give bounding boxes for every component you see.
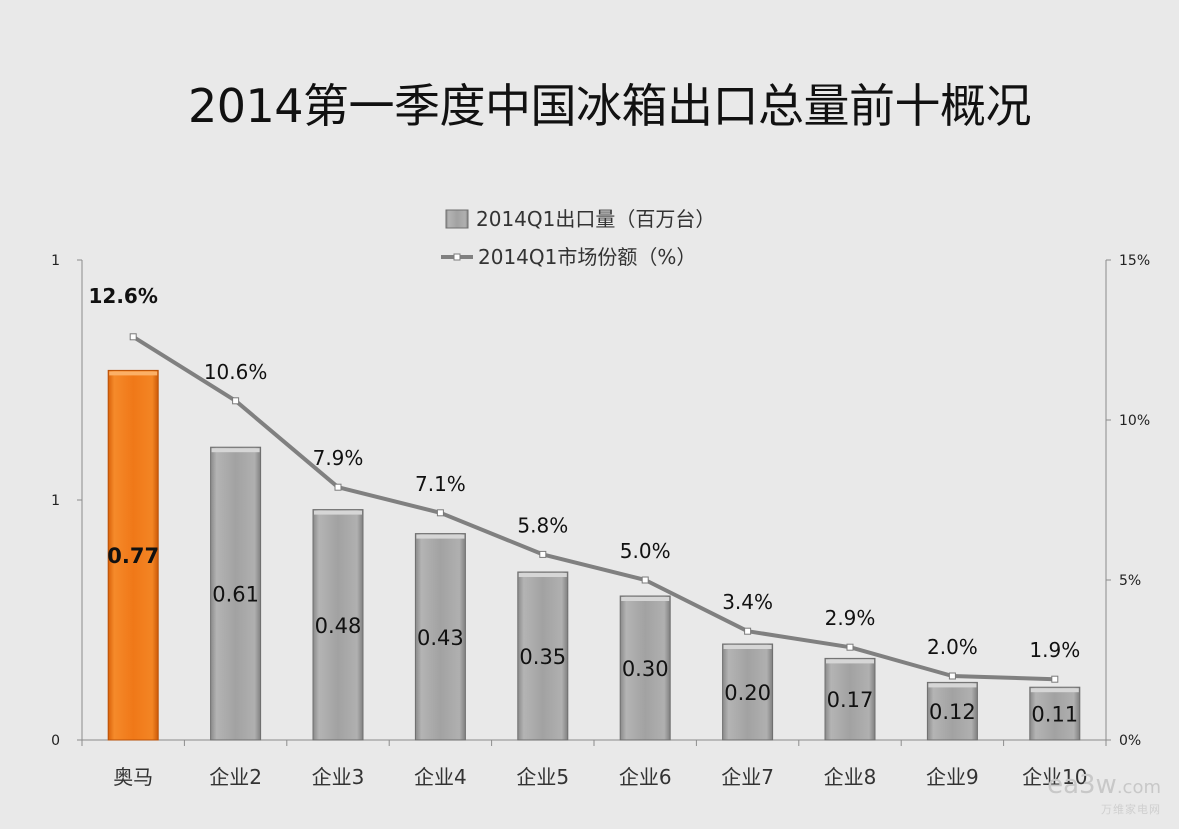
bar-data-label: 0.12 (929, 700, 976, 724)
bar-top-bevel (314, 510, 362, 515)
bar-top-bevel (109, 371, 158, 376)
bar-data-label: 0.77 (107, 544, 159, 568)
legend-bar-swatch (445, 209, 469, 229)
line-marker (436, 509, 444, 517)
y-left-tick-label: 0 (51, 733, 60, 749)
x-tick-label: 企业7 (721, 765, 774, 789)
bar-data-label: 0.30 (622, 657, 669, 681)
line-marker (948, 672, 956, 680)
bar-top-bevel (1030, 688, 1079, 693)
line-marker (744, 627, 752, 635)
bar-data-label: 0.17 (827, 688, 874, 712)
legend-line-label: 2014Q1市场份额（%） (478, 245, 696, 269)
bar-data-label: 0.35 (519, 645, 566, 669)
x-tick-label: 企业6 (619, 765, 672, 789)
y-right-tick-label: 5% (1119, 573, 1141, 589)
bar-top-bevel (723, 645, 772, 649)
bar-data-label: 0.48 (315, 614, 362, 638)
line-data-label: 5.8% (517, 513, 568, 537)
bar-data-label: 0.20 (724, 681, 771, 705)
bar (619, 595, 671, 741)
share-line (132, 335, 1055, 682)
line-marker (129, 333, 137, 341)
x-tick-label: 企业4 (414, 765, 467, 789)
x-tick-label: 企业10 (1022, 765, 1087, 789)
watermark: ea3w.com 万维家电网 (1047, 772, 1161, 817)
y-left-tick-label: 1 (51, 493, 60, 509)
x-tick-label: 企业9 (926, 765, 979, 789)
bar (824, 657, 876, 741)
bar-top-bevel (416, 534, 465, 539)
y-right-tick-label: 0% (1119, 733, 1141, 749)
line-data-label: 7.1% (415, 472, 466, 496)
bar (1029, 686, 1081, 741)
line-marker (232, 397, 240, 405)
chart-title: 2014第一季度中国冰箱出口总量前十概况 (187, 79, 1032, 133)
watermark-main: ea3w (1047, 770, 1117, 800)
bar-top-bevel (621, 597, 670, 601)
line-marker (539, 550, 547, 558)
bar-data-label: 0.11 (1031, 703, 1078, 727)
x-tick-label: 企业5 (516, 765, 569, 789)
line-data-label: 10.6% (204, 360, 268, 384)
bar-top-bevel (826, 659, 874, 664)
x-tick-label: 企业8 (824, 765, 877, 789)
x-tick-label: 企业3 (312, 765, 365, 789)
y-right-tick-label: 10% (1119, 413, 1150, 429)
bar-data-label: 0.43 (417, 626, 464, 650)
bar-data-label: 0.61 (212, 583, 259, 607)
line-marker (641, 576, 649, 584)
bar-top-bevel (928, 683, 977, 688)
line-data-label: 5.0% (620, 539, 671, 563)
x-tick-label: 企业2 (209, 765, 262, 789)
bar-top-bevel (211, 448, 260, 453)
bar (107, 369, 159, 741)
bar (517, 571, 569, 741)
line-data-label: 7.9% (313, 446, 364, 470)
line-marker (1051, 675, 1059, 683)
bar-top-bevel (518, 573, 567, 577)
x-tick-label: 奥马 (113, 765, 153, 789)
line-data-label: 3.4% (722, 590, 773, 614)
line-marker (334, 483, 342, 491)
y-right-tick-label: 15% (1119, 253, 1150, 269)
bar (926, 681, 978, 741)
y-left-tick-label: 1 (51, 253, 60, 269)
line-data-label: 2.0% (927, 635, 978, 659)
bar (414, 533, 466, 741)
line-data-label: 1.9% (1029, 638, 1080, 662)
bar (722, 643, 774, 741)
bar (312, 509, 364, 741)
line-data-label: 2.9% (825, 606, 876, 630)
line-marker (846, 643, 854, 651)
bar (210, 446, 262, 741)
legend-bar-label: 2014Q1出口量（百万台） (476, 207, 715, 231)
watermark-suffix: .com (1116, 777, 1161, 798)
legend-line-marker (453, 253, 461, 261)
line-data-label: 12.6% (89, 284, 158, 308)
watermark-sub: 万维家电网 (1101, 803, 1161, 816)
